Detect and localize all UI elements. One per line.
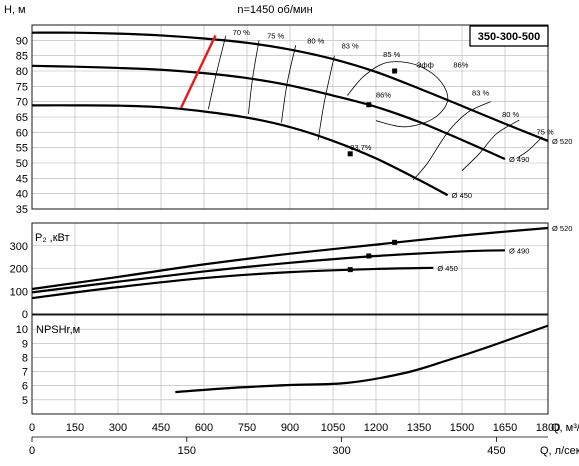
chart-title: n=1450 об/мин (237, 4, 312, 16)
iso-efficiency-line-2 (281, 45, 297, 123)
iso-efficiency-line-5 (461, 119, 520, 171)
power-frame (31, 222, 549, 315)
head-curve-450 (31, 104, 449, 197)
best-efficiency-contour (347, 61, 449, 128)
q-ls-tick-450: 450 (487, 445, 505, 457)
q-m3h-tick-450: 450 (152, 422, 170, 434)
efficiency-label-10: 75 % (537, 127, 554, 136)
head-ytick-50: 50 (16, 158, 28, 170)
head-ytick-60: 60 (16, 127, 28, 139)
efficiency-label-1: 75 % (267, 31, 284, 40)
iso-efficiency-line-1 (248, 40, 260, 114)
power-ytick-200: 200 (10, 264, 28, 276)
power-ytick-0: 0 (22, 309, 28, 321)
bep-marker-2 (347, 151, 353, 157)
power-marker-2 (347, 267, 353, 273)
q-ls-tick-150: 150 (178, 445, 196, 457)
head-ytick-35: 35 (16, 204, 28, 216)
efficiency-label-3: 83 % (342, 42, 359, 51)
npsh-ytick-10: 10 (16, 324, 28, 336)
q-m3h-tick-750: 750 (238, 422, 256, 434)
q-m3h-tick-900: 900 (281, 422, 299, 434)
q-m3h-tick-600: 600 (195, 422, 213, 434)
q-m3h-tick-1800: 1800 (536, 422, 560, 434)
power-curve-label-450: Ø 450 (437, 264, 457, 273)
npsh-ytick-7: 7 (22, 367, 28, 379)
power-curve-label-520: Ø 520 (552, 224, 572, 233)
head-curve-label-450: Ø 450 (452, 191, 472, 200)
npsh-frame (31, 314, 549, 415)
power-ytick-100: 100 (10, 286, 28, 298)
q-m3h-tick-1200: 1200 (364, 422, 388, 434)
q-m3h-tick-150: 150 (66, 422, 84, 434)
npsh-ytick-5: 5 (22, 395, 28, 407)
efficiency-label-4: 85 % (383, 50, 400, 59)
q-m3h-tick-300: 300 (109, 422, 127, 434)
head-ytick-40: 40 (16, 189, 28, 201)
bep-marker-0 (392, 68, 398, 74)
power-curve-520 (31, 226, 549, 291)
bep-marker-1 (366, 102, 372, 108)
q-ls-axis-label: Q, л/сек (540, 445, 579, 457)
q-m3h-tick-1650: 1650 (493, 422, 517, 434)
power-curve-490 (31, 249, 506, 294)
npsh-axis-label: NPSHr,м (36, 324, 80, 336)
head-panel: 35 40 45 50 55 60 65 70 75 80 85 90 Ø 520 Ø 490 Ø 450 7… (16, 24, 572, 216)
head-ytick-70: 70 (16, 97, 28, 109)
operating-limit-line (179, 34, 217, 109)
model-label: 350-300-500 (478, 31, 540, 43)
head-axis-label: H, м (4, 4, 26, 16)
efficiency-label-0: 70 % (233, 28, 250, 37)
q-m3h-tick-1350: 1350 (407, 422, 431, 434)
efficiency-label-6: 86% (453, 60, 468, 69)
efficiency-label-8: 83 % (472, 89, 489, 98)
q-m3h-tick-0: 0 (29, 422, 35, 434)
iso-efficiency-line-3 (317, 55, 335, 141)
npsh-ytick-9: 9 (22, 338, 28, 350)
head-ytick-75: 75 (16, 81, 28, 93)
head-ytick-85: 85 (16, 51, 28, 63)
efficiency-label-7: 86% (376, 90, 391, 99)
power-marker-1 (366, 253, 372, 259)
head-curve-label-520: Ø 520 (552, 137, 572, 146)
efficiency-label-11: 83,7% (350, 143, 372, 152)
head-ytick-45: 45 (16, 173, 28, 185)
efficiency-label-5: Эфф (416, 60, 434, 69)
model-box (469, 25, 549, 47)
iso-efficiency-line-6 (516, 136, 543, 159)
q-m3h-tick-1500: 1500 (450, 422, 474, 434)
power-curve-450 (31, 266, 434, 300)
head-ytick-55: 55 (16, 143, 28, 155)
head-curve-label-490: Ø 490 (509, 155, 529, 164)
efficiency-label-9: 80 % (502, 110, 519, 119)
head-frame (31, 24, 549, 210)
head-curve-490 (31, 64, 506, 161)
q-axes: 0 150 300 450 600 750 900 1050 1200 1350 1500 1650 1… (29, 422, 560, 457)
iso-efficiency-line-4 (412, 101, 491, 181)
power-ytick-300: 300 (10, 241, 28, 253)
q-m3h-axis-label: Q, м³/ч (551, 422, 579, 434)
head-grid (31, 25, 549, 210)
q-ls-tick-0: 0 (29, 445, 35, 457)
q-ls-tick-300: 300 (332, 445, 350, 457)
head-curve-520 (31, 31, 549, 142)
head-ytick-90: 90 (16, 35, 28, 47)
power-panel: 0 100 200 300 Ø 520 Ø 490 Ø 450 (10, 222, 572, 321)
power-axis-label: P₂ ,кВт (35, 232, 70, 244)
power-grid (31, 223, 549, 315)
head-ytick-80: 80 (16, 66, 28, 78)
power-curve-label-490: Ø 490 (509, 246, 529, 255)
efficiency-label-2: 80 % (307, 36, 324, 45)
power-marker-0 (392, 239, 398, 245)
q-m3h-tick-1050: 1050 (321, 422, 345, 434)
npsh-ytick-8: 8 (22, 352, 28, 364)
iso-efficiency-line-0 (207, 35, 227, 110)
npsh-ytick-6: 6 (22, 381, 28, 393)
npsh-panel: 5 6 7 8 9 10 (16, 314, 549, 415)
npsh-grid (31, 315, 549, 414)
head-ytick-65: 65 (16, 112, 28, 124)
npsh-curve (175, 324, 549, 394)
